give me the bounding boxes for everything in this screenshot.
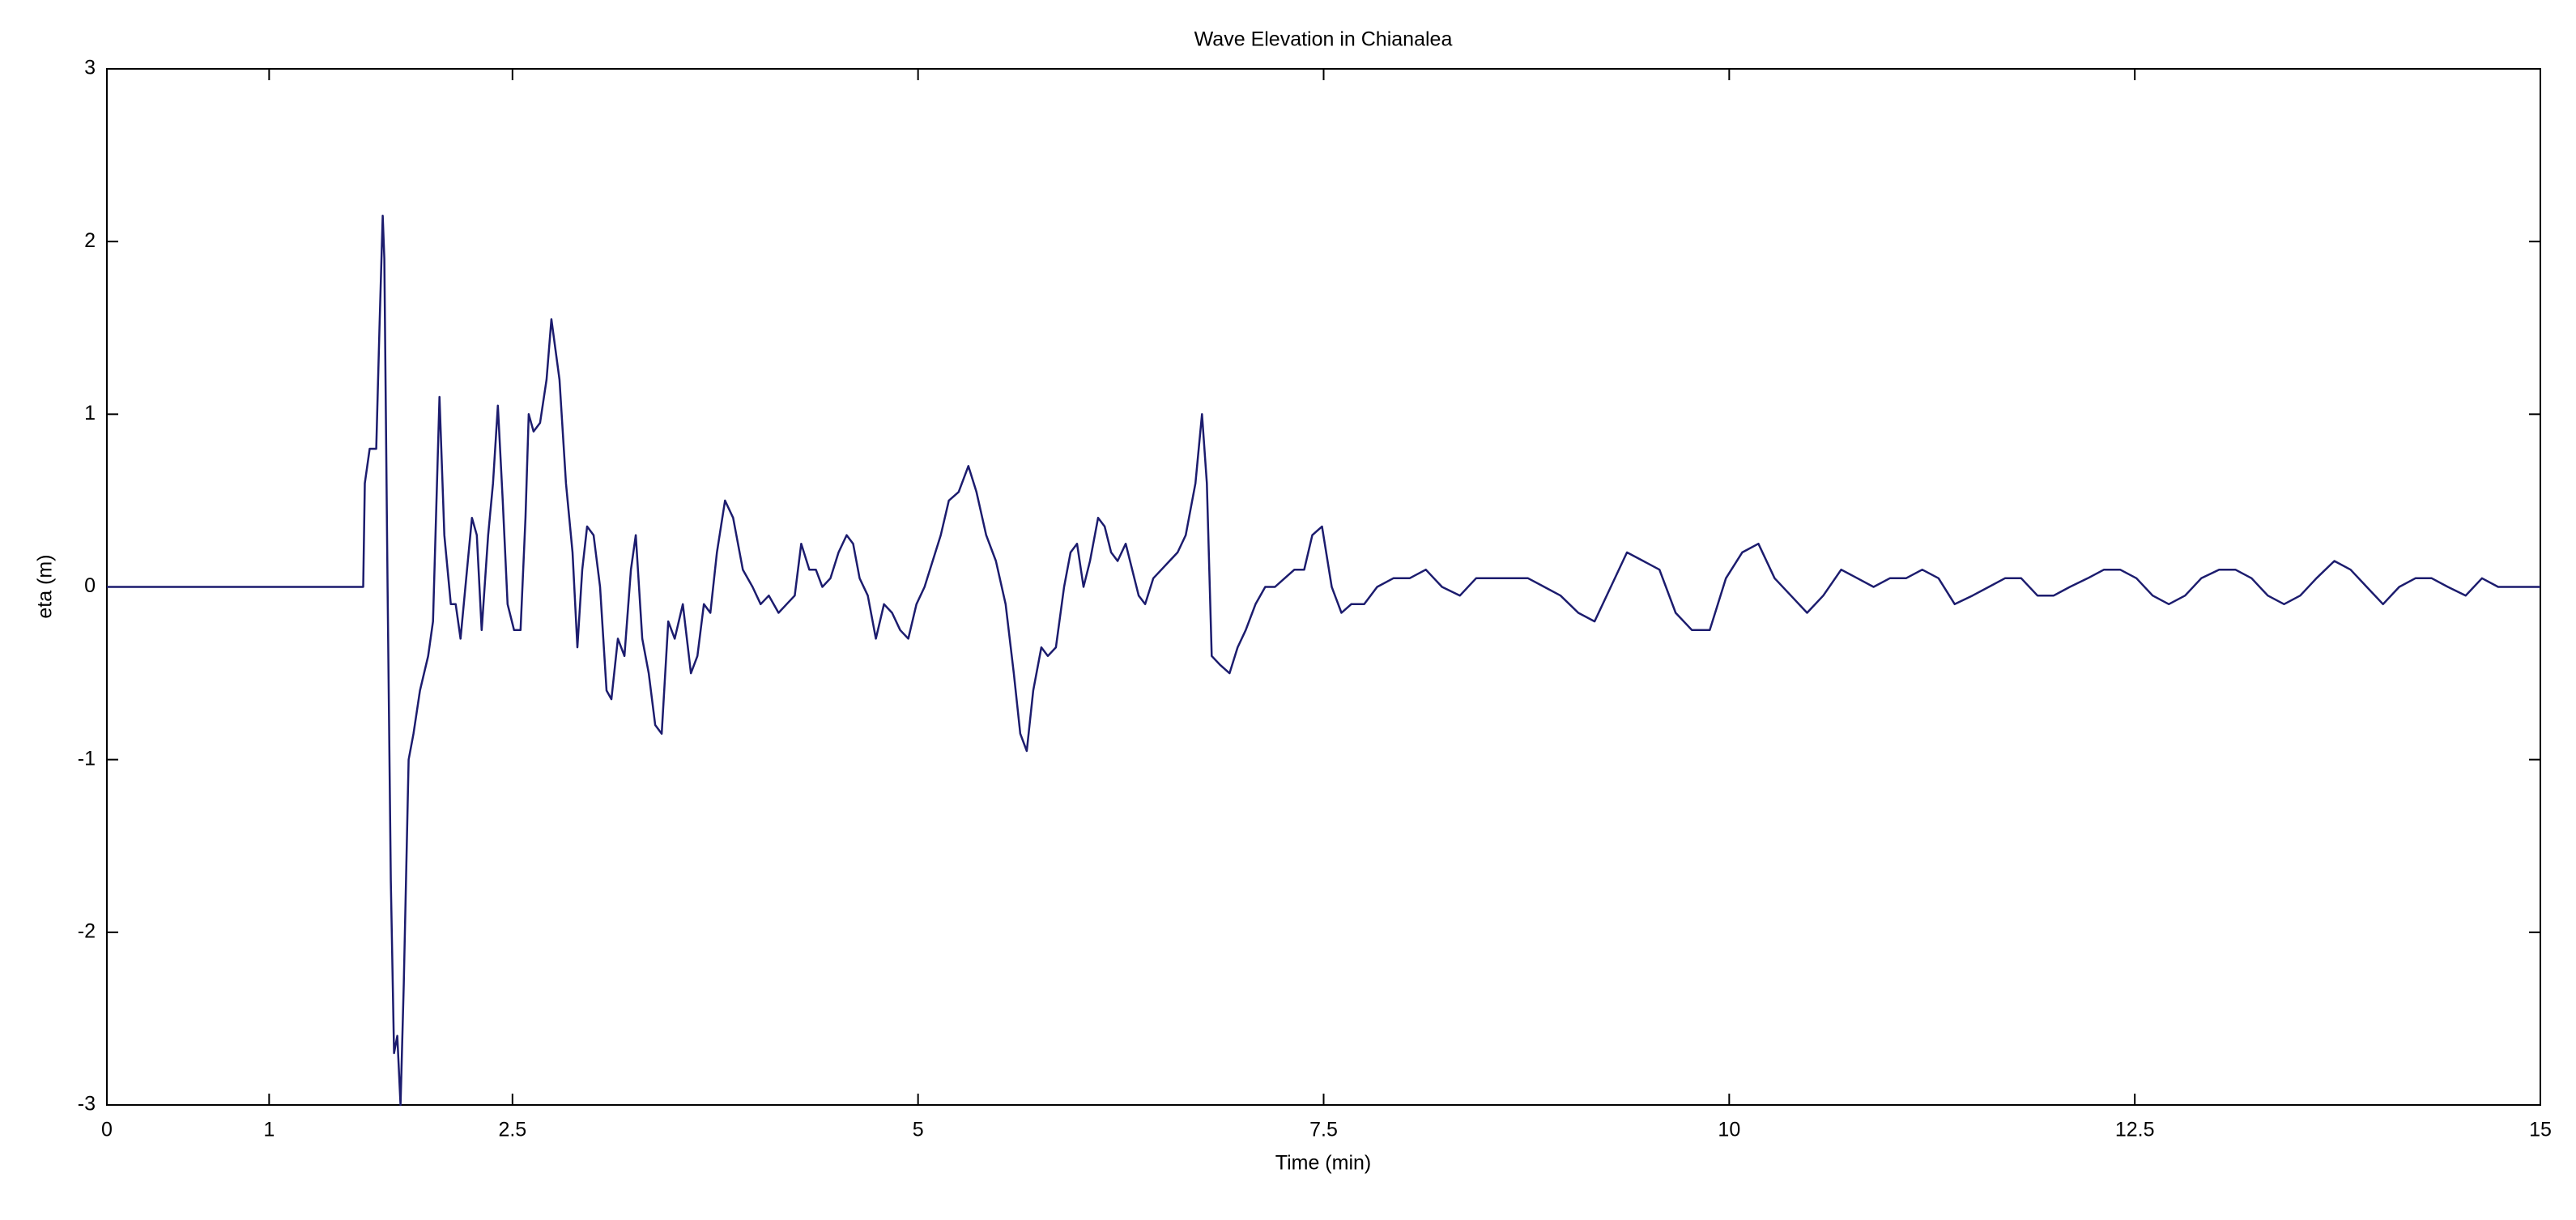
plot-frame bbox=[106, 68, 2541, 1106]
y-tick-label: -1 bbox=[78, 747, 96, 770]
x-axis-label: Time (min) bbox=[1275, 1152, 1372, 1175]
y-axis-label: eta (m) bbox=[34, 554, 57, 618]
chart-title: Wave Elevation in Chianalea bbox=[1194, 28, 1453, 51]
x-tick-label: 10 bbox=[1718, 1119, 1740, 1141]
x-tick-label: 5 bbox=[913, 1119, 924, 1141]
x-tick-label: 12.5 bbox=[2115, 1119, 2155, 1141]
data-line bbox=[107, 214, 2540, 1107]
y-tick-label: 1 bbox=[84, 402, 96, 424]
y-tick-label: -3 bbox=[78, 1093, 96, 1115]
x-tick-label: 2.5 bbox=[498, 1119, 526, 1141]
x-tick-label: 15 bbox=[2529, 1119, 2552, 1141]
y-tick-label: 3 bbox=[84, 57, 96, 79]
y-tick-label: -2 bbox=[78, 919, 96, 942]
x-tick-label: 7.5 bbox=[1309, 1119, 1338, 1141]
y-tick-label: 2 bbox=[84, 229, 96, 252]
y-tick-label: 0 bbox=[84, 574, 96, 597]
x-tick-label: 0 bbox=[101, 1119, 113, 1141]
x-tick-label: 1 bbox=[263, 1119, 275, 1141]
